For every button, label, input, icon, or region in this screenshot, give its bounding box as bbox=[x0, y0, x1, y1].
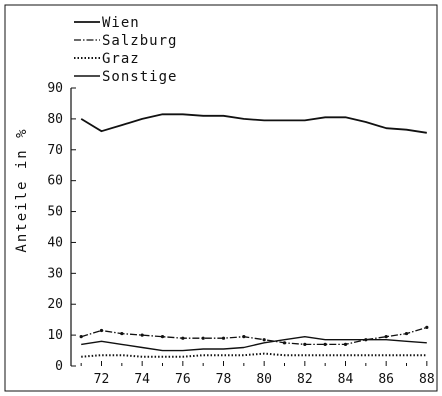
x-tick-label: 82 bbox=[297, 372, 313, 387]
y-tick-label: 50 bbox=[47, 205, 63, 220]
y-tick-label: 60 bbox=[47, 174, 63, 189]
data-point bbox=[140, 333, 144, 337]
data-point bbox=[425, 325, 429, 329]
x-tick-label: 76 bbox=[175, 372, 191, 387]
legend-label-salzburg: Salzburg bbox=[102, 33, 177, 49]
data-point bbox=[323, 342, 327, 346]
y-axis-label: Anteile in % bbox=[14, 127, 30, 252]
series-lines bbox=[79, 113, 429, 358]
data-point bbox=[384, 335, 388, 339]
series-line-wien bbox=[80, 113, 427, 134]
data-point bbox=[221, 336, 226, 340]
x-tick-label: 80 bbox=[256, 372, 272, 387]
data-point bbox=[201, 336, 205, 340]
y-tick-label: 30 bbox=[47, 266, 63, 281]
legend-label-graz: Graz bbox=[102, 51, 140, 67]
data-point bbox=[343, 342, 348, 346]
data-point bbox=[99, 328, 104, 333]
data-point bbox=[282, 341, 287, 345]
y-tick-label: 20 bbox=[47, 297, 63, 312]
legend: Wien Salzburg Graz Sonstige bbox=[74, 15, 177, 85]
data-point bbox=[303, 342, 307, 346]
data-point bbox=[404, 331, 409, 336]
legend-label-wien: Wien bbox=[102, 15, 140, 31]
data-point bbox=[79, 335, 83, 339]
y-tick-label: 70 bbox=[47, 143, 63, 158]
y-tick-label: 90 bbox=[47, 81, 63, 96]
data-point bbox=[160, 335, 165, 339]
legend-label-sonstige: Sonstige bbox=[102, 69, 177, 85]
x-tick-label: 86 bbox=[378, 372, 394, 387]
data-point bbox=[181, 336, 185, 340]
x-ticks: 72 74 76 78 80 82 84 86 88 bbox=[80, 361, 435, 387]
plot-frame bbox=[4, 4, 438, 392]
y-ticks: 0 10 20 30 40 50 60 70 80 90 bbox=[47, 81, 76, 374]
x-tick-label: 74 bbox=[134, 372, 150, 387]
data-point bbox=[262, 338, 266, 342]
x-tick-label: 84 bbox=[338, 372, 354, 387]
x-tick-label: 88 bbox=[419, 372, 435, 387]
series-line-graz bbox=[81, 352, 427, 358]
x-tick-label: 72 bbox=[94, 372, 110, 387]
data-point bbox=[120, 331, 124, 336]
series-line-sonstige bbox=[81, 336, 427, 352]
data-point bbox=[242, 335, 246, 339]
y-tick-label: 0 bbox=[55, 359, 63, 374]
series-line-salzburg bbox=[81, 326, 427, 346]
y-tick-label: 40 bbox=[47, 235, 63, 250]
x-tick-label: 78 bbox=[216, 372, 232, 387]
y-tick-label: 10 bbox=[47, 328, 63, 343]
y-tick-label: 80 bbox=[47, 112, 63, 127]
